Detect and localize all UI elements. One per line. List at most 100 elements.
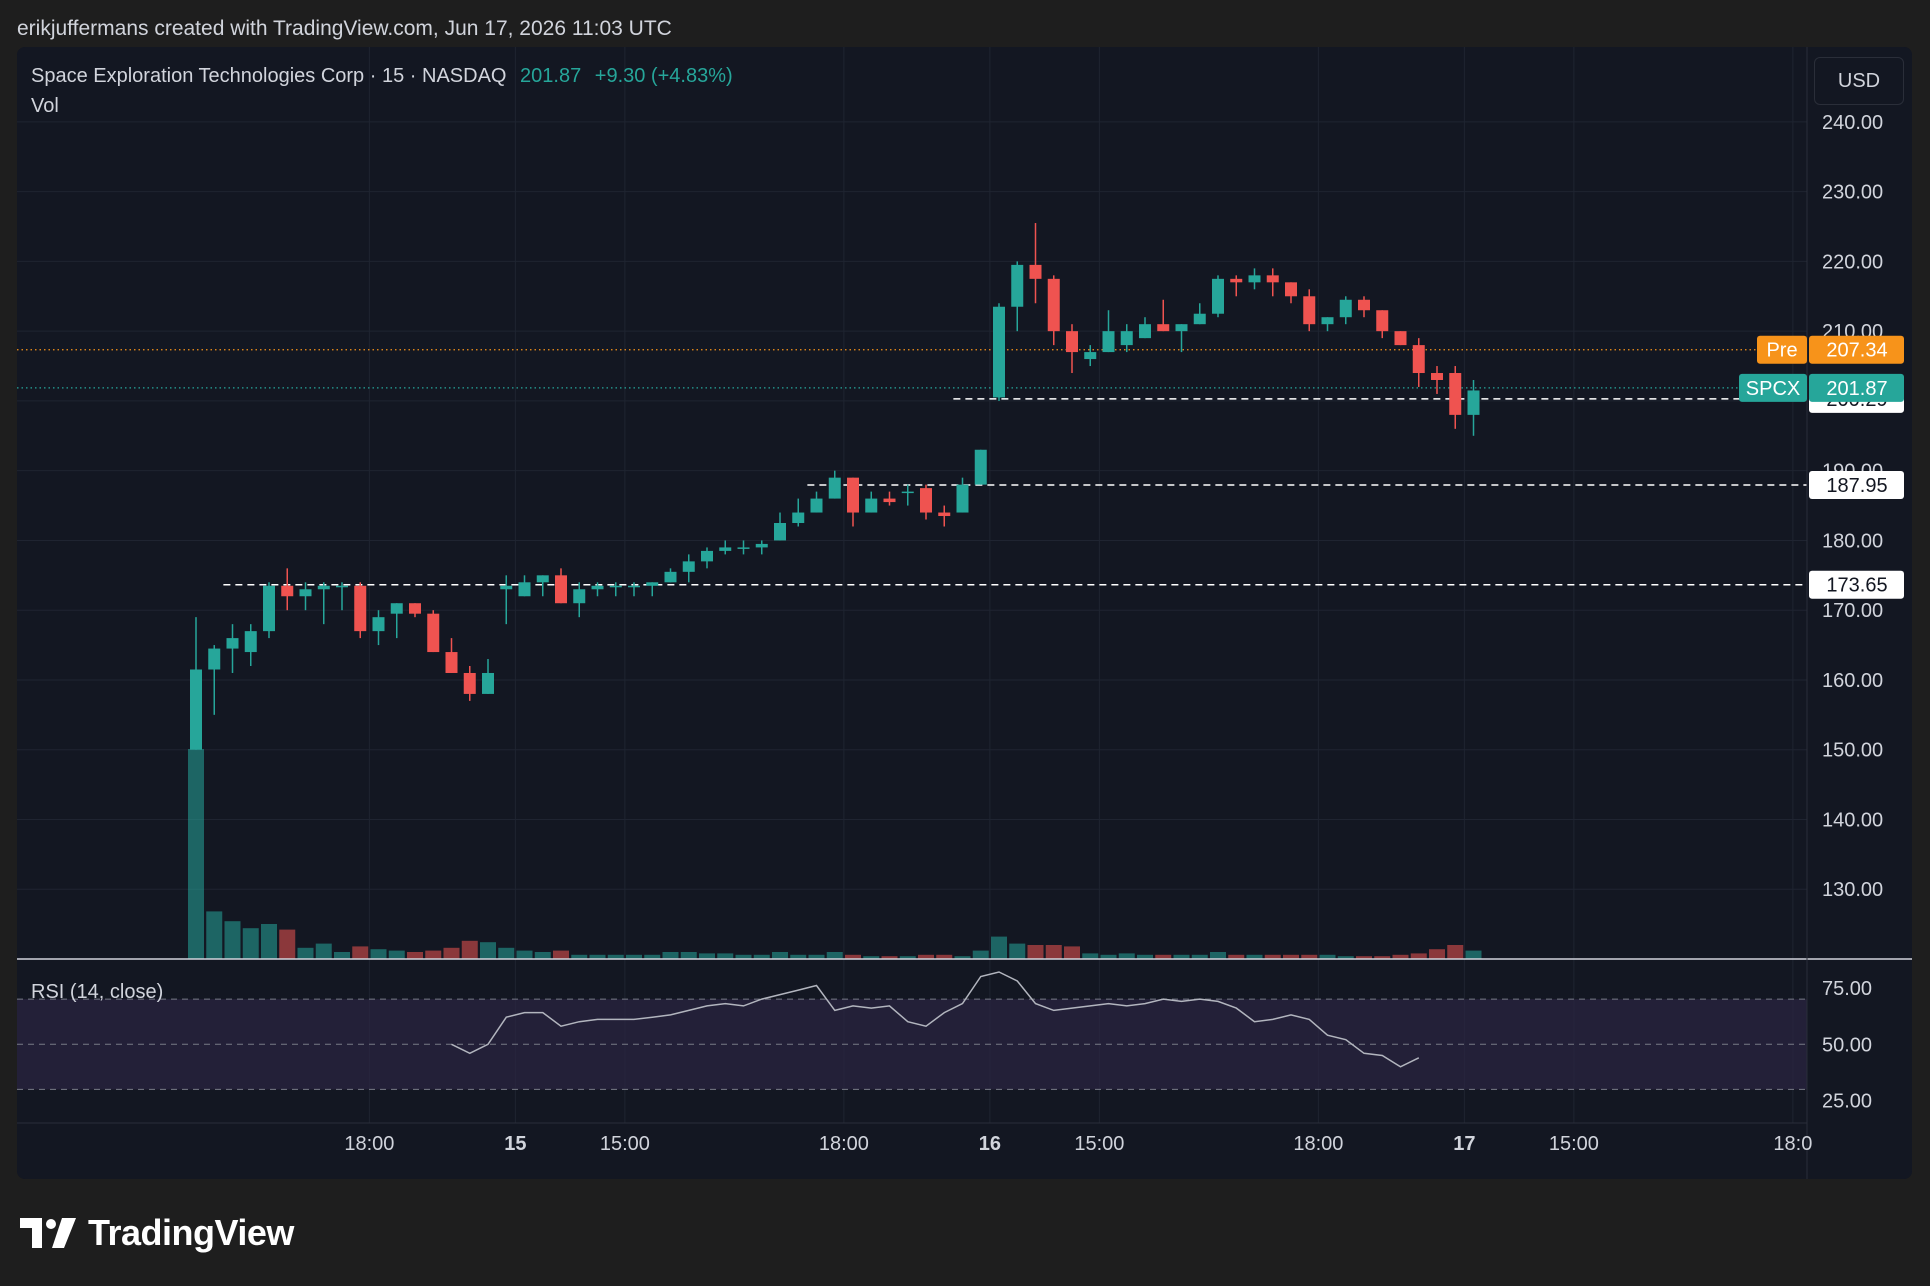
volume-bar [881, 956, 898, 959]
candle [427, 610, 440, 653]
candle-body [427, 613, 440, 653]
volume-bar [1082, 953, 1099, 959]
rsi-tick-label: 50.00 [1822, 1034, 1872, 1056]
volume-bar [571, 954, 588, 959]
candle-body [1066, 331, 1078, 353]
volume-bar [699, 953, 715, 959]
volume-bar [972, 950, 989, 959]
candle [281, 568, 294, 611]
volume-bar [717, 953, 734, 959]
volume-bar [534, 952, 551, 959]
candle-body [719, 547, 732, 551]
volume-bar [480, 942, 496, 959]
candle-body [445, 652, 458, 673]
candle [1449, 366, 1462, 429]
volume-bar [224, 921, 241, 959]
candle-body [573, 589, 586, 604]
candle-body [536, 575, 549, 583]
time-tick-label: 18:00 [1293, 1133, 1343, 1155]
volume-bar [845, 954, 861, 959]
last-tag-value-box [1809, 373, 1904, 402]
volume-bar [808, 954, 825, 959]
volume-bar [388, 950, 405, 959]
candle-body [482, 672, 494, 694]
candle [974, 449, 987, 485]
candle [263, 582, 275, 639]
volume-bar [516, 950, 533, 959]
candle-body [1431, 373, 1443, 380]
candle [755, 540, 768, 555]
pre-tag-name: Pre [1766, 340, 1797, 362]
candle-body [1230, 278, 1243, 283]
candle [993, 303, 1005, 401]
price-chart[interactable]: 130.00140.00150.00160.00170.00180.00190.… [17, 47, 1912, 1179]
volume-bar [1410, 953, 1427, 959]
candle-body [956, 484, 969, 513]
volume-bar [1374, 956, 1391, 959]
chart-panel[interactable]: 130.00140.00150.00160.00170.00180.00190.… [17, 47, 1912, 1179]
candle-body [810, 498, 823, 513]
volume-bar [589, 954, 606, 959]
volume-bar [1392, 954, 1409, 959]
candle [1230, 275, 1243, 297]
candle-body [1339, 299, 1352, 318]
volume-bar [352, 946, 369, 959]
volume-bar [607, 954, 624, 959]
currency-button[interactable]: USD [1814, 57, 1904, 105]
volume-bar [279, 929, 296, 959]
volume-bar [1045, 945, 1062, 959]
candle [1029, 223, 1042, 304]
volume-bar [1064, 946, 1080, 959]
price-tick-label: 150.00 [1822, 740, 1883, 762]
candle [299, 582, 312, 611]
volume-bar [954, 956, 971, 959]
candle-body [1157, 324, 1170, 332]
volume-bar [644, 954, 661, 959]
candle-body [518, 582, 531, 597]
volume-bar [461, 940, 478, 959]
price-tick-label: 130.00 [1822, 879, 1883, 901]
candle [1412, 338, 1425, 387]
candle [810, 491, 823, 513]
volume-bar [1155, 954, 1172, 959]
candle [226, 624, 239, 673]
candle [828, 470, 841, 499]
candle-body [1102, 331, 1115, 353]
rsi-tick-label: 75.00 [1822, 978, 1872, 1000]
price-tick-label: 240.00 [1822, 112, 1883, 134]
candle [901, 484, 914, 506]
candle-body [372, 617, 385, 632]
candle-body [190, 669, 202, 750]
tradingview-logo-text: TradingView [88, 1212, 294, 1253]
volume-bar [772, 952, 788, 959]
candle [500, 575, 513, 625]
volume-bar [425, 950, 442, 959]
candle-body [390, 603, 403, 614]
candle [1358, 296, 1370, 318]
candle [555, 568, 567, 604]
volume-bar [918, 954, 934, 959]
candle [536, 575, 549, 597]
last-tag-value: 201.87 [1826, 378, 1887, 400]
volume-bar [553, 950, 569, 959]
volume-bar [1429, 949, 1445, 959]
candle-body [664, 571, 677, 583]
time-tick-label: 16 [979, 1133, 1001, 1155]
volume-bar [206, 911, 223, 959]
symbol-interval: 15 [381, 65, 405, 87]
candle [664, 568, 677, 583]
candle-body [1394, 331, 1407, 346]
candle-body [463, 672, 476, 694]
candle [1102, 310, 1115, 353]
candle-body [1467, 390, 1480, 415]
candle-body [920, 488, 932, 513]
candle-body [938, 512, 951, 517]
candle-body [1084, 352, 1097, 360]
candle-body [1011, 264, 1024, 307]
volume-bar [334, 952, 350, 959]
candle [1066, 324, 1078, 374]
candle [1157, 299, 1170, 332]
candle [208, 645, 221, 715]
symbol-price: 201.87 [520, 65, 582, 87]
rsi-line [451, 971, 1420, 1068]
